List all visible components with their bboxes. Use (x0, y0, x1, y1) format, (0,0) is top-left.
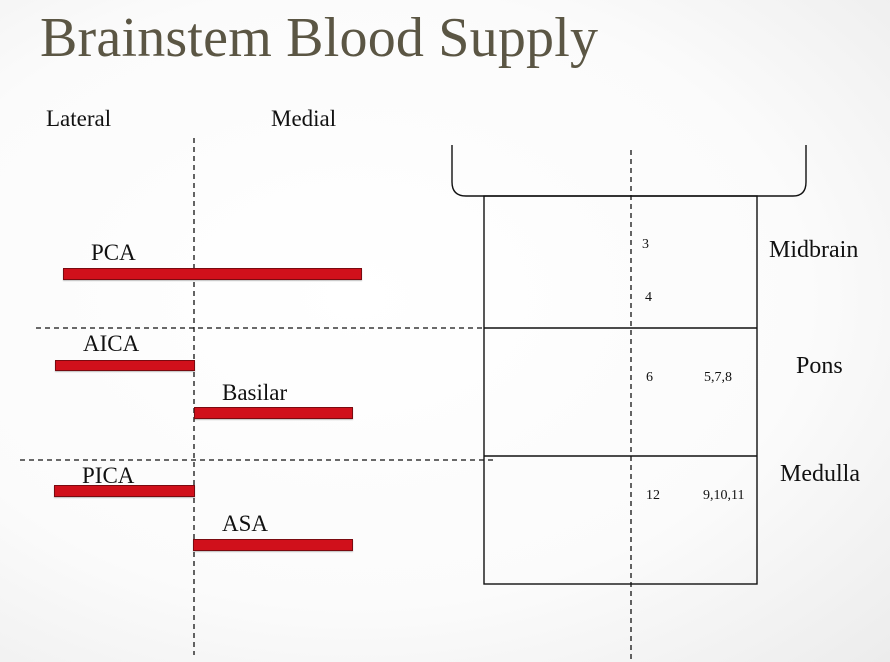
nucleus-6: 6 (646, 370, 653, 385)
midbrain-label: Midbrain (769, 237, 859, 263)
slide-title: Brainstem Blood Supply (40, 7, 599, 69)
top-bracket (451, 145, 807, 197)
nucleus-12: 12 (646, 488, 660, 503)
pons-label: Pons (796, 353, 843, 379)
pica-label: PICA (82, 463, 135, 488)
brainstem-box (483, 195, 758, 585)
asa-label: ASA (222, 511, 269, 536)
pca-label: PCA (91, 240, 136, 265)
nucleus-5-7-8: 5,7,8 (704, 370, 732, 385)
pca-bar (63, 268, 362, 280)
basilar-bar (194, 407, 353, 419)
nucleus-3: 3 (642, 237, 649, 252)
lateral-label: Lateral (46, 106, 112, 131)
nucleus-4: 4 (645, 290, 652, 305)
nucleus-9-10-11: 9,10,11 (703, 488, 745, 503)
medulla-label: Medulla (780, 461, 860, 487)
asa-bar (193, 539, 353, 551)
medial-label: Medial (271, 106, 337, 131)
aica-label: AICA (83, 331, 140, 356)
aica-bar (55, 360, 195, 371)
pica-bar (54, 485, 195, 497)
basilar-label: Basilar (222, 380, 288, 405)
